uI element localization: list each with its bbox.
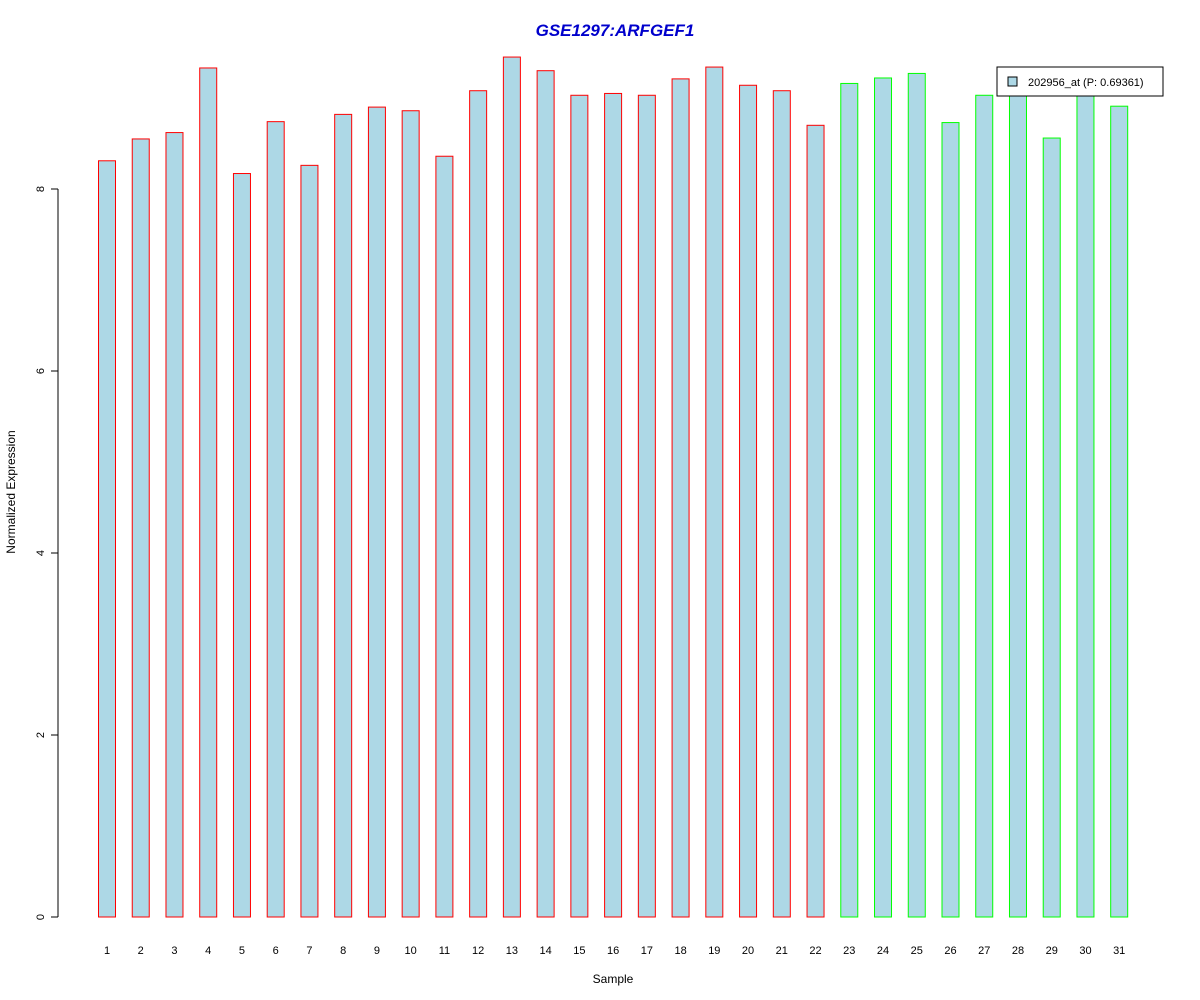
- bar-sample-3: [165, 132, 184, 918]
- legend-label: 202956_at (P: 0.69361): [1028, 77, 1144, 89]
- bar-sample-17: [637, 94, 656, 918]
- x-tick-label: 6: [273, 945, 279, 957]
- bar-sample-19: [705, 66, 724, 918]
- bars-group: [98, 56, 1129, 918]
- x-tick-label: 4: [205, 945, 211, 957]
- bar-sample-6: [266, 121, 285, 918]
- bar-sample-28: [1008, 88, 1027, 918]
- x-tick-label: 12: [472, 945, 484, 957]
- x-tick-label: 13: [506, 945, 518, 957]
- x-tick-label: 11: [439, 945, 450, 957]
- x-tick-label: 9: [374, 945, 380, 957]
- x-tick-label: 10: [405, 945, 417, 957]
- chart-title: GSE1297:ARFGEF1: [536, 21, 695, 40]
- x-tick-label: 8: [340, 945, 346, 957]
- bar-sample-7: [300, 164, 319, 918]
- bar-sample-4: [199, 67, 218, 918]
- bar-sample-15: [570, 94, 589, 918]
- x-tick-label: 22: [809, 945, 821, 957]
- legend: 202956_at (P: 0.69361): [996, 66, 1164, 97]
- x-tick-label: 14: [539, 945, 551, 957]
- bar-sample-22: [806, 124, 825, 918]
- bar-sample-11: [435, 155, 454, 918]
- bar-sample-13: [502, 56, 521, 918]
- x-tick-label: 21: [776, 945, 788, 957]
- x-tick-label: 5: [239, 945, 245, 957]
- x-tick-label: 15: [573, 945, 585, 957]
- x-tick-label: 30: [1079, 945, 1091, 957]
- bar-sample-20: [739, 84, 758, 918]
- x-tick-label: 17: [641, 945, 653, 957]
- bar-sample-30: [1076, 88, 1095, 918]
- x-tick-labels: 1 2 3 4 5 6 7 8 9 10 11 12 13 14 15 16 17 18 19 20 21 22 23 24 2…: [104, 945, 1125, 957]
- bar-sample-9: [367, 106, 386, 918]
- x-tick-label: 1: [104, 945, 110, 957]
- bar-sample-5: [232, 173, 251, 918]
- x-tick-label: 18: [674, 945, 686, 957]
- x-tick-label: 28: [1012, 945, 1024, 957]
- bar-sample-27: [975, 94, 994, 918]
- y-tick-label: 8: [35, 186, 47, 192]
- bar-sample-31: [1110, 105, 1129, 918]
- x-tick-label: 16: [607, 945, 619, 957]
- y-tick-label: 0: [35, 914, 47, 920]
- bar-sample-25: [907, 72, 926, 918]
- y-tick-label: 4: [35, 550, 47, 556]
- bar-sample-1: [98, 160, 116, 918]
- bar-sample-2: [131, 138, 150, 918]
- x-tick-label: 19: [708, 945, 720, 957]
- x-tick-label: 29: [1046, 945, 1058, 957]
- bar-sample-10: [401, 110, 420, 918]
- legend-swatch: [1007, 76, 1018, 87]
- y-axis: 0 2 4 6 8: [35, 186, 59, 920]
- x-tick-label: 3: [171, 945, 177, 957]
- x-tick-label: 20: [742, 945, 754, 957]
- bar-sample-18: [671, 78, 690, 918]
- x-tick-label: 26: [944, 945, 956, 957]
- x-axis-label: Sample: [593, 972, 634, 986]
- x-tick-label: 2: [138, 945, 144, 957]
- x-tick-label: 31: [1113, 945, 1125, 957]
- bar-sample-8: [334, 113, 353, 918]
- bar-sample-21: [772, 90, 791, 918]
- y-tick-label: 2: [35, 732, 47, 738]
- bar-sample-16: [604, 92, 623, 918]
- x-tick-label: 7: [306, 945, 312, 957]
- bar-sample-12: [469, 90, 488, 918]
- x-tick-label: 25: [911, 945, 923, 957]
- bar-sample-24: [874, 77, 893, 918]
- x-tick-label: 24: [877, 945, 889, 957]
- y-axis-label: Normalized Expression: [4, 430, 18, 553]
- legend-box: [996, 66, 1164, 97]
- bar-sample-29: [1042, 137, 1061, 918]
- y-tick-label: 6: [35, 368, 47, 374]
- bar-sample-26: [941, 122, 960, 918]
- x-tick-label: 27: [978, 945, 990, 957]
- x-tick-label: 23: [843, 945, 855, 957]
- bar-sample-23: [840, 82, 859, 918]
- bar-sample-14: [536, 70, 555, 918]
